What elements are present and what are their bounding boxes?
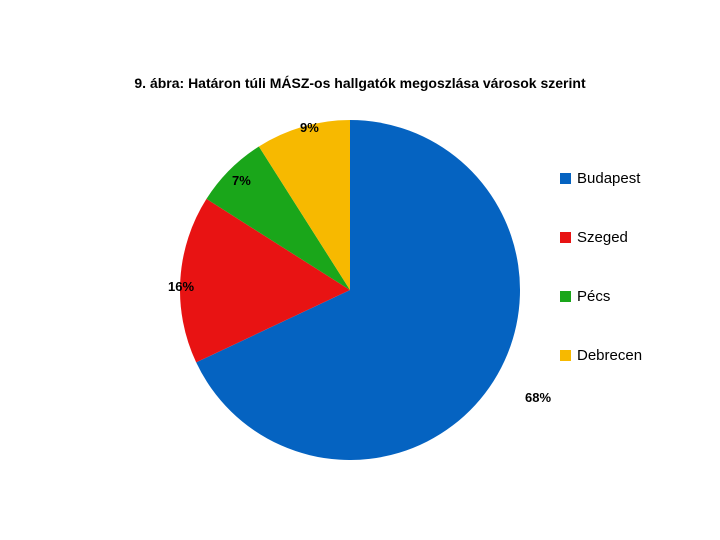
legend-label: Szeged: [577, 229, 628, 246]
slice-label-budapest: 68%: [525, 390, 551, 405]
chart-container: 9. ábra: Határon túli MÁSZ-os hallgatók …: [0, 0, 720, 540]
legend-swatch-szeged: [560, 232, 571, 243]
pie-chart: [180, 120, 520, 460]
legend-label: Budapest: [577, 170, 640, 187]
pie-svg: [180, 120, 520, 460]
slice-label-pecs: 7%: [232, 173, 251, 188]
legend-label: Pécs: [577, 288, 610, 305]
legend-item-pecs: Pécs: [560, 288, 680, 305]
legend-swatch-budapest: [560, 173, 571, 184]
legend-swatch-debrecen: [560, 350, 571, 361]
slice-label-szeged: 16%: [168, 279, 194, 294]
legend-item-budapest: Budapest: [560, 170, 680, 187]
legend: Budapest Szeged Pécs Debrecen: [560, 170, 680, 406]
chart-title: 9. ábra: Határon túli MÁSZ-os hallgatók …: [0, 75, 720, 91]
legend-item-szeged: Szeged: [560, 229, 680, 246]
legend-item-debrecen: Debrecen: [560, 347, 680, 364]
slice-label-debrecen: 9%: [300, 120, 319, 135]
legend-label: Debrecen: [577, 347, 642, 364]
legend-swatch-pecs: [560, 291, 571, 302]
